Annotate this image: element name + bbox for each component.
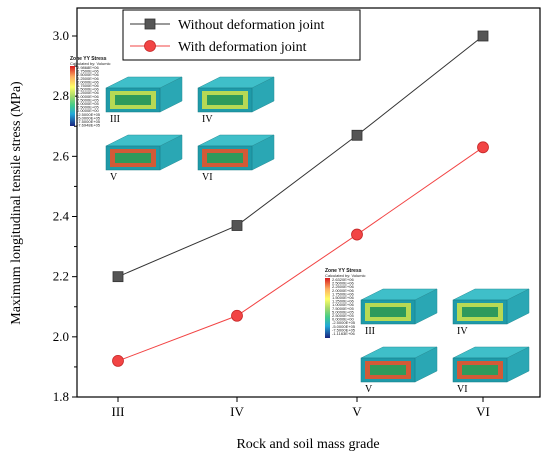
colorbar-value: -2.5000E+05 xyxy=(332,320,356,325)
colorbar-value: -5.0000E+05 xyxy=(77,115,101,120)
model-opening xyxy=(115,95,151,105)
model-opening xyxy=(207,153,243,163)
colorbar-value: 1.0000E+06 xyxy=(77,94,99,99)
colorbar-value: 2.5000E+05 xyxy=(77,105,99,110)
colorbar-value: 1.7500E+06 xyxy=(77,83,99,88)
legend-marker-square xyxy=(144,18,156,30)
colorbar-value: 2.5000E+05 xyxy=(332,313,354,318)
legend-box xyxy=(122,9,361,61)
series-lines xyxy=(112,30,489,367)
colorbar xyxy=(70,66,75,126)
plot-frame xyxy=(76,7,541,398)
colorbar-value: 2.6320E+06 xyxy=(332,277,354,282)
inset-grade-label: IV xyxy=(457,326,468,337)
inset-grade-label: V xyxy=(110,172,118,183)
x-tick-label: IV xyxy=(230,404,244,419)
data-point-square xyxy=(351,129,363,141)
colorbar-value: 7.5000E+05 xyxy=(77,97,99,102)
model-opening xyxy=(115,153,151,163)
legend-label: Without deformation joint xyxy=(178,18,325,33)
colorbar-value: 2.2500E+06 xyxy=(77,76,99,81)
colorbar-value: 2.2500E+06 xyxy=(332,284,354,289)
model-opening xyxy=(370,307,406,317)
colorbar-value: 0.0000E+00 xyxy=(77,108,99,113)
colorbar-value: -1.1163E+06 xyxy=(332,331,355,336)
inset-grade-label: V xyxy=(365,384,373,395)
model-opening xyxy=(462,307,498,317)
colorbar-value: 1.5000E+06 xyxy=(77,87,99,92)
colorbar-value: 2.5000E+06 xyxy=(77,72,99,77)
model-opening xyxy=(370,365,406,375)
colorbar-value: 5.0000E+05 xyxy=(332,309,354,314)
y-axis-title: Maximum longitudinal tensile stress (MPa… xyxy=(9,81,24,325)
x-tick-label: V xyxy=(352,404,362,419)
data-point-circle xyxy=(231,309,243,322)
colorbar-value: -2.5000E+05 xyxy=(77,112,101,117)
colorbar-value: 0.0000E+00 xyxy=(332,317,354,322)
series-line xyxy=(117,146,484,362)
inset-grade-label: III xyxy=(110,114,120,125)
y-tick-label: 2.2 xyxy=(53,269,69,284)
inset-title: Zone YY Stress xyxy=(70,56,107,62)
data-point-square xyxy=(231,220,243,231)
colorbar-value: -7.5000E+05 xyxy=(332,327,356,332)
axes: 1.8 2.0 2.2 2.4 2.6 2.8 3.0 III IV V VI xyxy=(53,28,490,419)
y-tick-label: 1.8 xyxy=(53,389,69,404)
inset-grade-label: VI xyxy=(202,172,213,183)
colorbar-value: 1.7500E+06 xyxy=(332,291,354,296)
legend-label: With deformation joint xyxy=(178,40,307,55)
colorbar xyxy=(325,278,330,338)
inset-subtitle: Calculated by: Volumic xyxy=(325,273,365,278)
colorbar-value: 1.0000E+06 xyxy=(332,302,354,307)
colorbar-value: 5.0000E+05 xyxy=(77,101,99,106)
series-line xyxy=(117,35,484,278)
colorbar-value: 2.0000E+06 xyxy=(332,288,354,293)
colorbar-value: 7.5000E+05 xyxy=(332,306,354,311)
model-opening xyxy=(462,365,498,375)
colorbar-value: 2.0000E+06 xyxy=(77,79,99,84)
colorbar-value: 2.9868E+06 xyxy=(77,65,99,70)
colorbar-value: -7.5000E+05 xyxy=(77,119,101,124)
inset-grade-label: VI xyxy=(457,384,468,395)
inset-grade-label: III xyxy=(365,326,375,337)
data-point-circle xyxy=(351,228,363,241)
legend-marker-circle xyxy=(144,40,156,52)
data-point-circle xyxy=(112,354,124,367)
colorbar-value: 2.7500E+06 xyxy=(77,69,99,74)
y-tick-label: 3.0 xyxy=(53,28,69,43)
data-point-circle xyxy=(477,141,489,154)
x-tick-label: III xyxy=(112,404,125,419)
x-tick-label: VI xyxy=(476,404,490,419)
colorbar-value: 2.5000E+06 xyxy=(332,281,354,286)
colorbar-value: -5.0000E+05 xyxy=(332,324,356,329)
y-tick-label: 2.4 xyxy=(53,209,70,224)
x-axis-title: Rock and soil mass grade xyxy=(236,437,379,452)
y-tick-label: 2.8 xyxy=(53,88,69,103)
inset-grade-label: IV xyxy=(202,114,213,125)
colorbar-value: 1.2500E+06 xyxy=(332,299,354,304)
model-opening xyxy=(207,95,243,105)
colorbar-value: 1.2500E+06 xyxy=(77,90,99,95)
y-tick-label: 2.6 xyxy=(53,148,70,163)
colorbar-value: -7.6948E+05 xyxy=(77,123,101,128)
y-tick-label: 2.0 xyxy=(53,329,69,344)
inset-subtitle: Calculated by: Volumic xyxy=(70,61,110,66)
data-point-square xyxy=(477,30,489,42)
legend: Without deformation joint With deformatio… xyxy=(122,9,361,61)
inset-title: Zone YY Stress xyxy=(325,268,362,274)
data-point-square xyxy=(112,271,124,283)
colorbar-value: 1.5000E+06 xyxy=(332,295,354,300)
